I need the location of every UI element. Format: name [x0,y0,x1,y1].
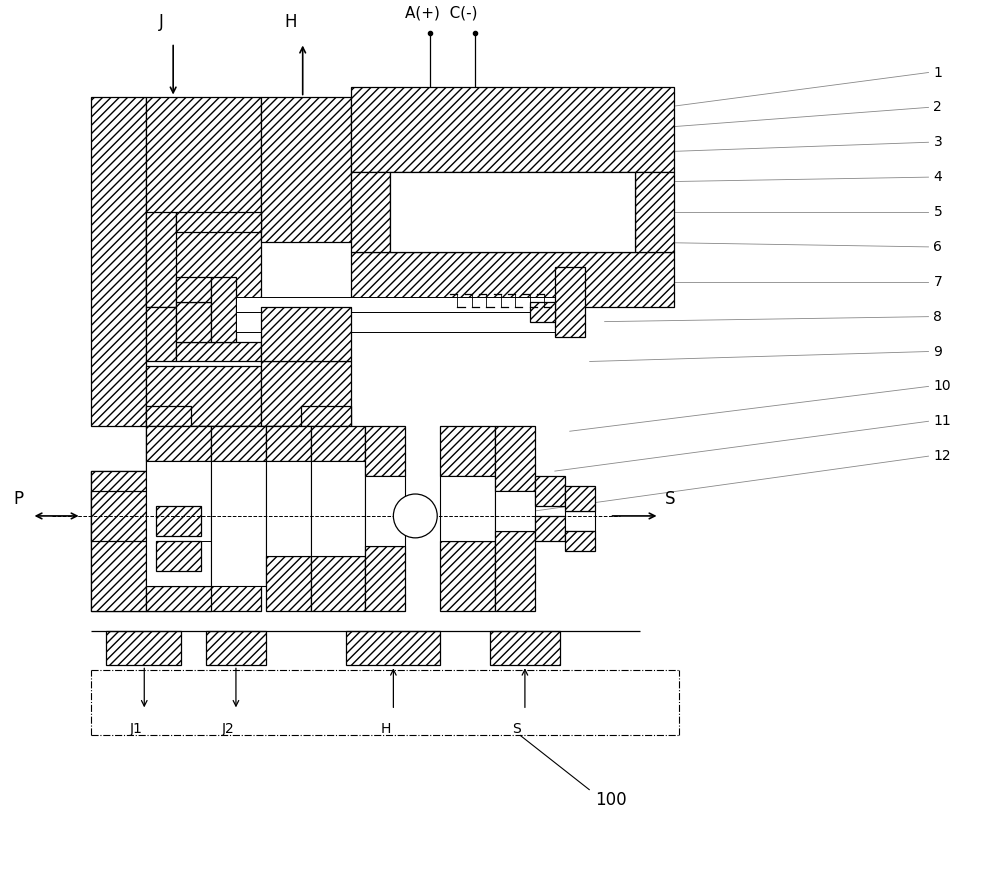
Bar [91,471,146,610]
Bar [261,362,351,426]
Bar [146,97,261,307]
Bar [266,426,311,462]
Bar [146,491,221,521]
Bar [346,631,440,666]
Bar [146,426,211,462]
Text: 7: 7 [933,274,942,289]
Bar [176,341,261,362]
Bar [146,212,176,307]
Circle shape [393,494,437,538]
Bar [555,266,585,337]
Bar [106,631,181,666]
Bar [146,307,176,362]
Bar [351,87,674,172]
Text: 1: 1 [933,66,942,79]
Text: 5: 5 [933,205,942,219]
Text: 11: 11 [933,414,951,429]
Bar [365,476,405,546]
Bar [146,366,261,426]
Bar [495,426,535,491]
Text: 4: 4 [933,170,942,184]
Bar [390,172,635,252]
Bar [261,307,351,362]
Bar [311,462,365,556]
Text: A(+)  C(-): A(+) C(-) [405,5,478,20]
Bar [211,426,266,462]
Bar [156,541,201,571]
Text: S: S [513,723,521,736]
Bar [236,297,570,312]
Bar [266,556,311,610]
Bar [211,277,236,341]
Bar [535,476,565,506]
Bar [91,491,146,541]
Text: H: H [284,12,297,30]
Bar [176,212,261,232]
Bar [311,426,365,462]
Bar [440,476,495,541]
Text: 6: 6 [933,240,942,254]
Text: J1: J1 [130,723,143,736]
Bar [146,585,211,610]
Bar [146,426,221,491]
Bar [635,172,674,252]
Bar [261,97,351,242]
Bar [490,631,560,666]
Text: J: J [159,12,164,30]
Text: 12: 12 [933,449,951,463]
Bar [535,516,565,541]
Bar [176,302,211,341]
Bar [91,97,146,426]
Bar [495,531,535,610]
Text: P: P [14,490,24,508]
Bar [236,312,570,331]
Bar [221,491,301,521]
Bar [221,426,301,491]
Text: 8: 8 [933,310,942,323]
Bar [266,462,311,556]
Bar [351,252,674,307]
Bar [351,172,390,252]
Bar [146,406,191,426]
Bar [365,546,405,610]
Bar [301,406,351,426]
Bar [91,471,146,610]
Text: 100: 100 [595,791,626,809]
Text: J2: J2 [222,723,234,736]
Bar [440,426,495,476]
Text: 9: 9 [933,345,942,358]
Bar [146,521,261,610]
Text: S: S [664,490,675,508]
Bar [206,631,266,666]
Bar [565,511,595,531]
Bar [156,506,201,535]
Bar [495,491,535,531]
Bar [211,462,266,585]
Bar [440,541,495,610]
Text: 2: 2 [933,101,942,114]
Bar [301,426,351,462]
Text: 3: 3 [933,135,942,150]
Text: 10: 10 [933,380,951,394]
Text: H: H [380,723,391,736]
Bar [311,556,365,610]
Bar [365,426,405,476]
Bar [176,277,211,302]
Bar [565,531,595,551]
Bar [146,462,211,585]
Bar [530,302,555,322]
Bar [565,486,595,511]
